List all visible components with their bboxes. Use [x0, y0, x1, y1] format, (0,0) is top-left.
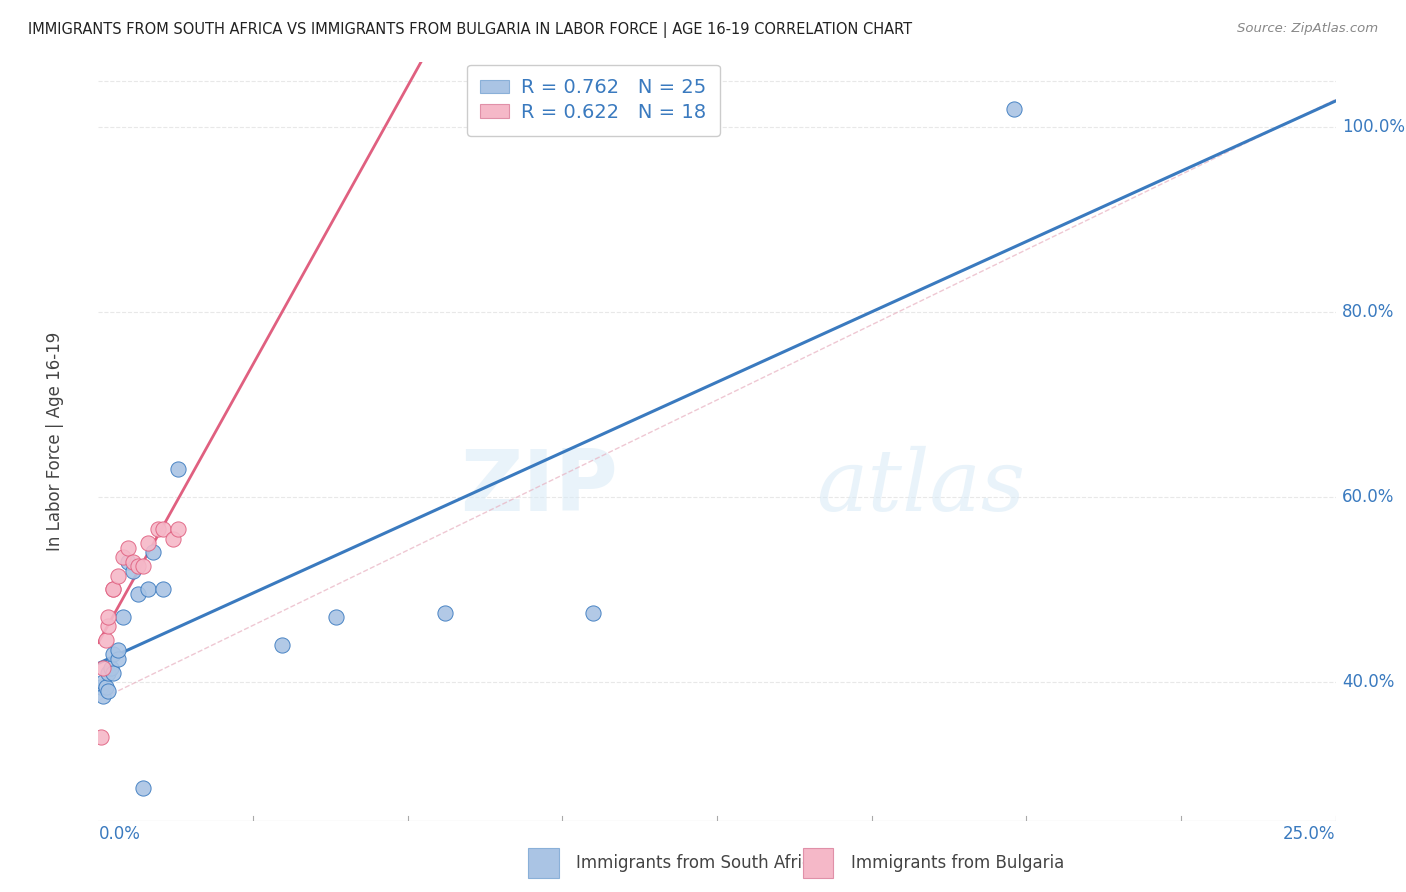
Point	[127, 559, 149, 574]
Point	[112, 610, 135, 624]
Text: ZIP: ZIP	[460, 445, 619, 529]
Point	[117, 555, 139, 569]
Point	[582, 606, 605, 620]
Point	[433, 606, 456, 620]
Point	[107, 642, 129, 657]
Point	[112, 550, 135, 565]
Text: 25.0%: 25.0%	[1284, 825, 1336, 843]
Point	[103, 647, 125, 661]
Text: In Labor Force | Age 16-19: In Labor Force | Age 16-19	[46, 332, 65, 551]
Point	[152, 582, 174, 597]
Point	[132, 559, 155, 574]
Text: Source: ZipAtlas.com: Source: ZipAtlas.com	[1237, 22, 1378, 36]
Point	[152, 522, 174, 536]
Point	[136, 582, 159, 597]
Point	[97, 684, 120, 698]
Point	[107, 568, 129, 582]
Point	[103, 582, 125, 597]
Point	[166, 462, 188, 476]
Point	[107, 652, 129, 666]
Text: 40.0%: 40.0%	[1341, 673, 1395, 691]
Point	[93, 675, 115, 690]
Text: 0.0%: 0.0%	[98, 825, 141, 843]
Text: atlas: atlas	[815, 446, 1025, 528]
Point	[122, 555, 145, 569]
Point	[94, 680, 117, 694]
Point	[166, 522, 188, 536]
Point	[93, 661, 115, 675]
Point	[90, 680, 112, 694]
Text: Immigrants from South Africa: Immigrants from South Africa	[576, 855, 821, 872]
Point	[270, 638, 292, 652]
Point	[325, 610, 347, 624]
Point	[103, 582, 125, 597]
Point	[162, 532, 184, 546]
Text: Immigrants from Bulgaria: Immigrants from Bulgaria	[851, 855, 1064, 872]
Point	[90, 731, 112, 745]
Text: 100.0%: 100.0%	[1341, 118, 1405, 136]
Point	[97, 665, 120, 680]
Point	[136, 536, 159, 550]
Point	[122, 564, 145, 578]
Point	[127, 587, 149, 601]
Point	[146, 522, 169, 536]
Legend: R = 0.762   N = 25, R = 0.622   N = 18: R = 0.762 N = 25, R = 0.622 N = 18	[467, 64, 720, 136]
Point	[97, 619, 120, 633]
Text: 60.0%: 60.0%	[1341, 488, 1395, 506]
Point	[97, 610, 120, 624]
Point	[94, 633, 117, 648]
Point	[100, 661, 122, 675]
Point	[142, 545, 165, 559]
Point	[103, 665, 125, 680]
Point	[132, 781, 155, 796]
Point	[93, 689, 115, 703]
Text: 80.0%: 80.0%	[1341, 303, 1395, 321]
Point	[117, 541, 139, 555]
Point	[1002, 102, 1025, 116]
Text: IMMIGRANTS FROM SOUTH AFRICA VS IMMIGRANTS FROM BULGARIA IN LABOR FORCE | AGE 16: IMMIGRANTS FROM SOUTH AFRICA VS IMMIGRAN…	[28, 22, 912, 38]
